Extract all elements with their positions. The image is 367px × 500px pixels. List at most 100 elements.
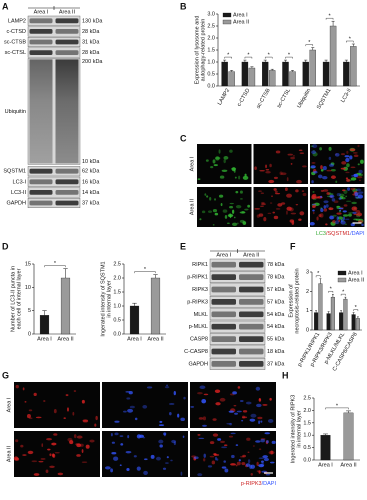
cell-signal [348,213,352,217]
cell-signal [205,159,209,162]
cell-signal [335,180,338,184]
cell-signal [270,450,274,455]
cell-signal [286,210,288,215]
y-tick-label: 3 [306,269,309,275]
bar [60,277,71,335]
cell-signal [241,420,244,422]
cell-signal [81,449,84,453]
cell-signal [238,175,241,180]
cell-signal [110,432,113,437]
significance-bracket [44,265,66,268]
cell-signal [265,474,271,476]
y-tick-label: 15 [25,261,31,267]
bar [248,67,256,87]
protein-label: GAPDH [188,361,208,367]
error-bar [331,20,335,26]
cell-signal [233,216,236,219]
error-bar [352,312,355,315]
x-tick-label: Area I [318,462,333,468]
bar [322,61,330,87]
cell-signal [271,195,273,198]
significance-label: * [342,290,345,296]
cell-signal [350,223,355,227]
y-tick-label: 2.5 [303,395,311,401]
cell-signal [51,442,57,446]
cell-signal [229,202,234,205]
significance-label: * [288,53,291,59]
size-label: 55 kDa [267,337,285,343]
y-tick-label: 0.0 [207,83,215,89]
caption-part: /SQSTM1 [326,231,350,237]
cell-signal [311,203,317,206]
cell-signal [210,165,214,169]
cell-signal [150,454,155,459]
cell-signal [94,423,97,427]
cell-signal [15,439,19,443]
cell-signal [312,191,315,193]
micrograph [190,382,276,428]
significance-bracket [340,293,346,296]
cell-signal [235,444,239,447]
cell-signal [211,460,216,465]
cell-signal [229,422,233,426]
cell-signal [142,436,146,439]
blot-strip [27,176,81,187]
cell-signal [277,203,283,207]
cell-signal [311,180,314,184]
cell-signal [269,397,272,401]
cell-signal [354,192,359,197]
cell-signal [142,404,148,409]
cell-signal [329,215,335,220]
cell-signal [326,169,332,172]
legend-label: Area II [348,277,365,283]
cell-signal [353,154,359,158]
cell-signal [43,400,46,402]
cell-signal [40,458,46,460]
cell-signal [280,172,287,176]
cell-signal [213,164,218,167]
cell-signal [333,200,339,204]
cell-signal [235,464,238,467]
blot-band [55,18,79,24]
cell-signal [354,173,357,177]
blot-band [239,361,264,367]
cell-signal [235,190,239,194]
y-tick-label: 0.5 [303,445,311,451]
caption-part: /DAPI [350,231,365,237]
cell-signal [302,192,307,197]
cell-signal [82,419,89,422]
cell-signal [76,435,83,439]
cell-signal [216,458,219,461]
cell-signal [331,198,336,202]
cell-signal [286,193,292,198]
cell-signal [269,202,273,204]
error-bar [290,70,295,72]
significance-label: * [329,14,332,20]
y-tick-label: 0.5 [207,71,215,77]
micrograph [102,382,188,428]
cell-signal [312,209,315,212]
error-bar [311,47,315,50]
cell-signal [215,456,217,461]
blot-strip [27,37,81,48]
cell-signal [228,435,234,438]
protein-label: LC3-I [13,179,27,185]
cell-signal [166,456,169,459]
cell-signal [158,439,164,444]
bar [320,435,331,461]
size-label: 28 kDa [82,29,100,35]
y-tick-label: 0.5 [113,317,121,323]
error-bar [153,274,158,278]
cell-signal [209,441,215,445]
cell-signal [53,408,57,414]
cell-signal [352,211,357,215]
blot-strip [27,15,81,26]
caption-part: p-RIPK3 [241,481,262,487]
cell-signal [329,194,335,199]
cell-signal [258,190,262,192]
bar [351,314,356,331]
cell-signal [256,470,260,473]
cell-signal [165,462,169,464]
cell-signal [246,437,251,441]
cell-signal [260,205,264,207]
